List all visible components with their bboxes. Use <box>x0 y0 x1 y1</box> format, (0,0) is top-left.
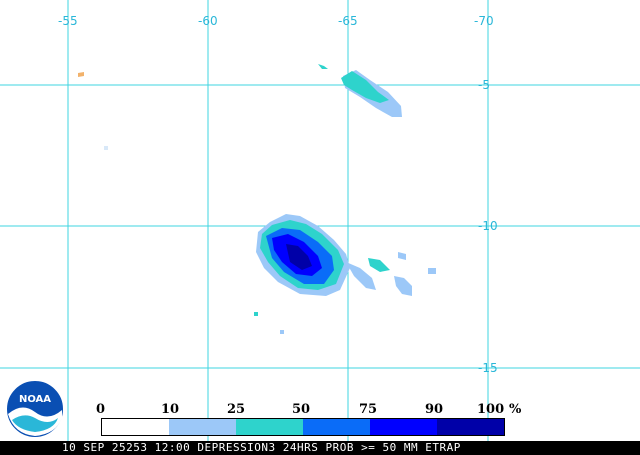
upper-area-speck <box>318 64 328 69</box>
legend-swatch-10-25 <box>169 419 236 435</box>
legend-swatch-90-100 <box>437 419 504 435</box>
speck-1 <box>254 312 258 316</box>
east-area-1 <box>346 262 376 290</box>
legend-swatch-75-90 <box>370 419 437 435</box>
lat-label-15: -15 <box>478 361 498 375</box>
upper-area-medium <box>341 71 389 103</box>
east-area-5 <box>428 268 436 274</box>
lon-label-70: -70 <box>474 14 494 28</box>
lon-label-60: -60 <box>198 14 218 28</box>
legend-unit: % <box>509 402 522 417</box>
legend-tick-25: 25 <box>227 402 246 417</box>
legend-tick-75: 75 <box>359 402 378 417</box>
logo-text: NOAA <box>19 394 51 405</box>
speck-2 <box>280 330 284 334</box>
legend-tick-10: 10 <box>161 402 180 417</box>
legend-tick-90: 90 <box>425 402 444 417</box>
lon-label-55: -55 <box>58 14 78 28</box>
legend-tick-50: 50 <box>292 402 311 417</box>
legend-swatch-25-50 <box>236 419 303 435</box>
east-area-2 <box>368 258 390 272</box>
upper-probability-area <box>318 64 402 117</box>
east-area-4 <box>398 252 406 260</box>
speck-4 <box>104 146 108 150</box>
legend-color-bar <box>101 418 505 436</box>
lon-label-65: -65 <box>338 14 358 28</box>
legend-swatch-50-75 <box>303 419 370 435</box>
east-area-3 <box>394 276 412 296</box>
map-grid <box>0 0 640 441</box>
speck-3 <box>78 72 84 77</box>
noaa-logo-icon: NOAA <box>5 379 65 439</box>
main-area-extreme <box>286 244 312 270</box>
caption-text: 10 SEP 25253 12:00 DEPRESSION3 24HRS PRO… <box>62 441 461 454</box>
legend-tick-0: 0 <box>96 402 106 417</box>
lat-label-10: -10 <box>478 219 498 233</box>
main-probability-area <box>78 72 436 334</box>
legend-swatch-0-10 <box>102 419 169 435</box>
legend-tick-100: 100 <box>477 402 505 417</box>
caption-bar: 10 SEP 25253 12:00 DEPRESSION3 24HRS PRO… <box>0 441 640 455</box>
lat-label-5: -5 <box>478 78 490 92</box>
